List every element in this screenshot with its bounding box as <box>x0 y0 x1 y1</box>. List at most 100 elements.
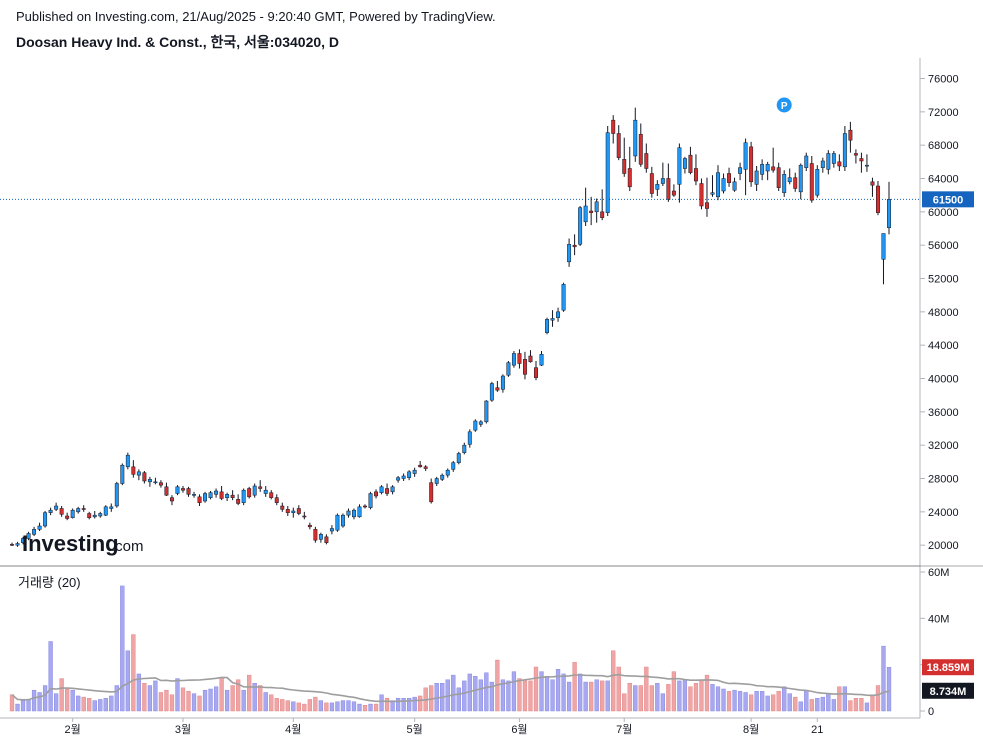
candle-body <box>456 453 461 463</box>
candle-body <box>230 494 235 498</box>
logo-text: Investing <box>22 531 119 556</box>
candle <box>671 184 676 197</box>
candle <box>407 470 412 481</box>
volume-bar <box>142 683 147 712</box>
time-tick-label: 8월 <box>743 723 759 736</box>
candle-body <box>352 509 356 518</box>
price-tick-label: 60000 <box>928 207 959 219</box>
candle-body <box>357 506 362 518</box>
volume-bar <box>484 672 489 712</box>
candle-body <box>561 284 566 311</box>
candle <box>567 238 572 267</box>
candle <box>456 451 461 465</box>
volume-bar <box>798 701 803 712</box>
volume-bar <box>9 694 15 712</box>
candle-body <box>655 184 660 190</box>
candle-body <box>699 183 704 207</box>
candle <box>81 505 86 512</box>
volume-bar <box>114 685 119 712</box>
candle-body <box>682 158 687 169</box>
candle <box>340 513 345 528</box>
candle-body <box>523 359 527 375</box>
volume-bar <box>373 703 379 712</box>
volume-bar <box>15 703 20 712</box>
candle <box>445 468 450 478</box>
volume-bar <box>37 692 42 712</box>
volume-bar <box>831 699 836 712</box>
volume-bar <box>732 689 737 712</box>
candle <box>385 483 390 496</box>
volume-bar <box>666 684 671 712</box>
candle-body <box>473 420 478 431</box>
candle-body <box>114 483 119 507</box>
volume-bar <box>401 698 406 712</box>
volume-bar <box>219 677 224 712</box>
candle-body <box>556 311 561 318</box>
candle <box>876 181 880 216</box>
candle-body <box>611 119 616 134</box>
published-notice: Published on Investing.com, 21/Aug/2025 … <box>16 9 496 24</box>
candle-body <box>70 509 75 518</box>
price-tick-label: 24000 <box>928 507 959 519</box>
volume-bar <box>644 666 649 712</box>
candle <box>307 522 312 530</box>
volume-bar <box>760 691 765 712</box>
candle-body <box>407 471 412 478</box>
candle <box>572 234 577 256</box>
volume-bar <box>710 684 715 712</box>
candle <box>423 465 428 471</box>
volume-bar <box>600 680 605 712</box>
price-tick-label: 64000 <box>928 174 959 186</box>
volume-bar <box>191 693 197 712</box>
candle-body <box>743 142 748 170</box>
candle-body <box>335 514 340 531</box>
candle <box>285 506 290 516</box>
volume-bar <box>158 692 164 712</box>
volume-bar <box>572 662 577 712</box>
candle-body <box>374 491 378 497</box>
volume-bar <box>837 686 842 712</box>
candle-body <box>644 153 649 169</box>
candle <box>561 282 566 312</box>
volume-bars <box>9 585 892 712</box>
last-volume-label-bg <box>922 659 974 676</box>
volume-bar <box>418 695 423 712</box>
axes <box>0 58 983 719</box>
candle <box>738 162 743 181</box>
candle-body <box>142 472 147 482</box>
candle-body <box>870 181 875 186</box>
candle <box>798 163 803 200</box>
volume-bar <box>544 676 550 712</box>
candle-body <box>401 475 406 479</box>
candle <box>59 506 64 517</box>
candle-body <box>252 485 257 496</box>
volume-bar <box>395 698 401 712</box>
volume-bar <box>131 634 136 712</box>
volume-bar <box>368 703 373 712</box>
candle <box>616 125 621 161</box>
candle <box>633 107 638 162</box>
volume-bar <box>826 693 831 712</box>
candle <box>666 163 671 202</box>
volume-bar <box>412 696 417 712</box>
volume-bar <box>76 695 81 712</box>
candle <box>534 361 538 381</box>
volume-bar <box>809 699 814 712</box>
candle-body <box>92 514 97 518</box>
volume-bar <box>197 695 202 712</box>
candle-body <box>48 509 53 513</box>
candle-body <box>545 319 549 333</box>
volume-bar <box>870 694 875 712</box>
candle-body <box>363 505 367 508</box>
candle <box>605 126 610 216</box>
candle-body <box>500 375 505 390</box>
candle-body <box>649 173 654 194</box>
candle-body <box>848 129 853 141</box>
candle <box>489 381 494 402</box>
volume-bar <box>48 641 53 712</box>
dividend-marker[interactable]: P <box>776 97 792 113</box>
candle-body <box>136 471 141 476</box>
candle <box>352 508 356 520</box>
candle-body <box>721 178 726 192</box>
price-tick-label: 72000 <box>928 107 959 119</box>
